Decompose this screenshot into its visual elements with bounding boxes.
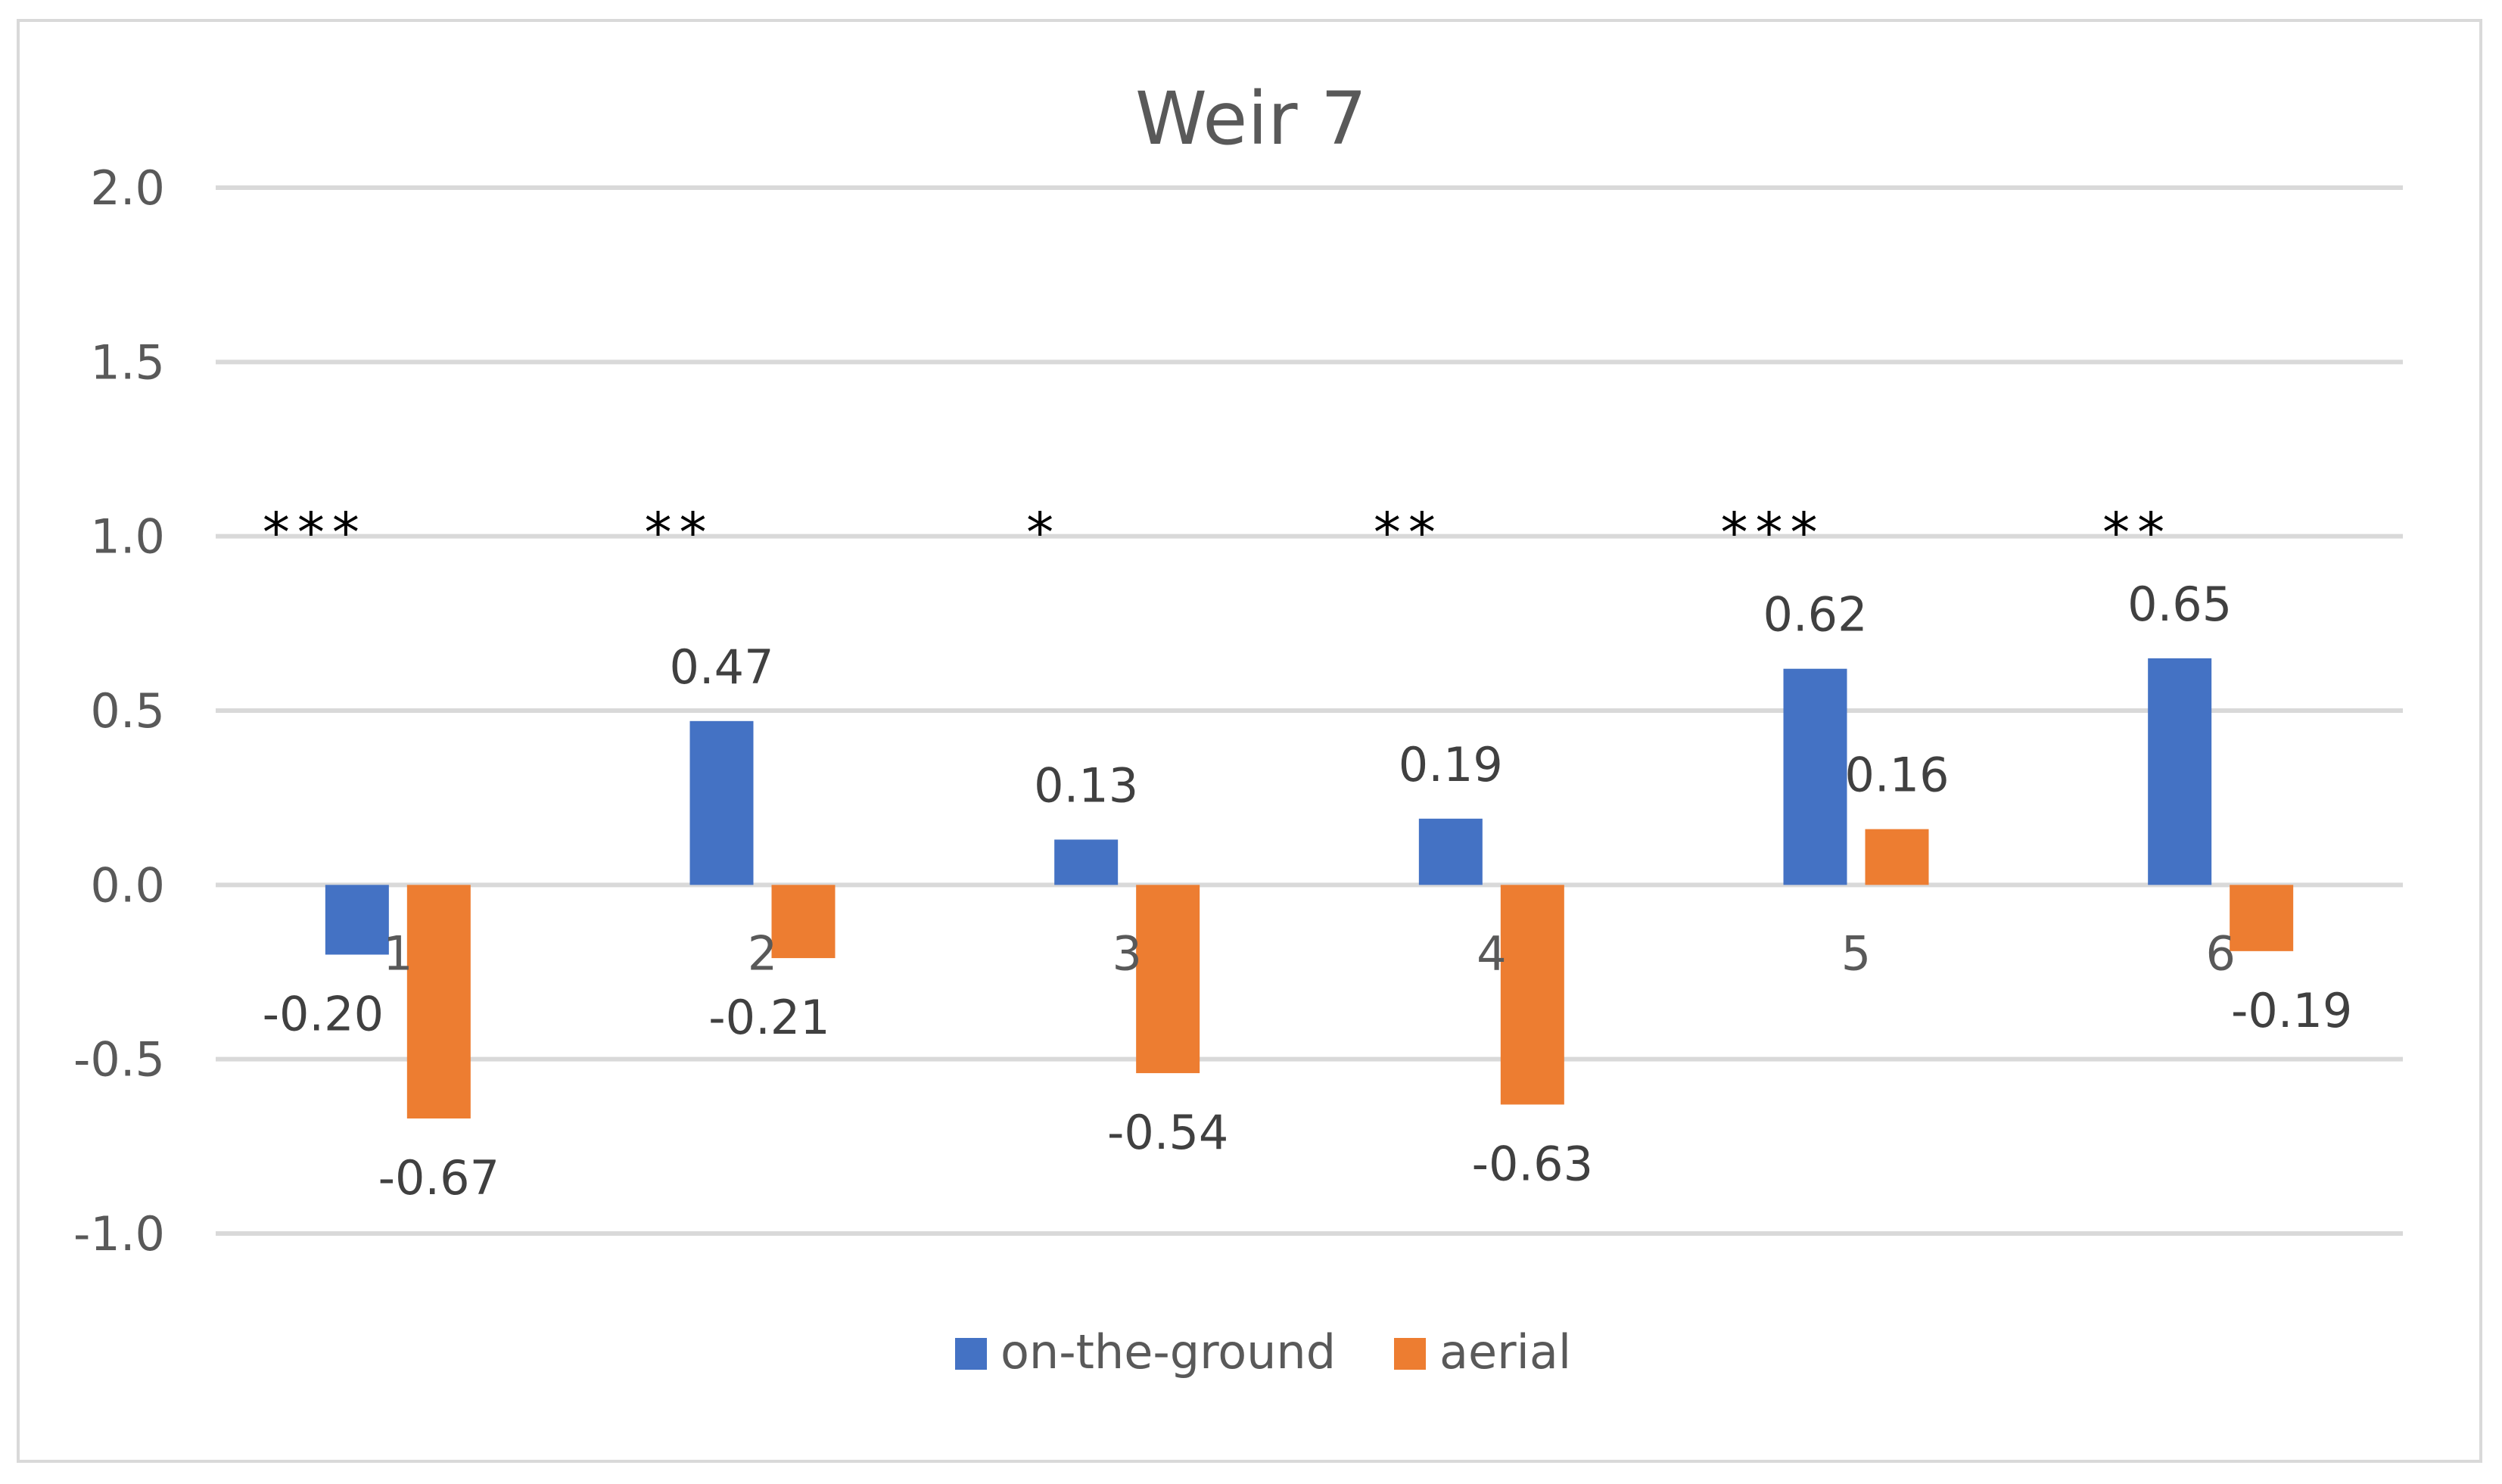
chart-frame bbox=[17, 19, 2482, 1463]
data-label: -0.20 bbox=[263, 986, 384, 1041]
data-label: 0.65 bbox=[2127, 577, 2232, 632]
data-label: -0.19 bbox=[2231, 983, 2352, 1038]
significance-marker: ** bbox=[1374, 501, 1443, 565]
y-tick-label: 0.0 bbox=[90, 857, 165, 913]
legend: on-the-ground aerial bbox=[955, 1324, 1571, 1380]
legend-swatch-on-the-ground bbox=[955, 1338, 987, 1370]
chart-title: Weir 7 bbox=[1135, 76, 1367, 161]
bars bbox=[325, 658, 2294, 1118]
data-label: 0.19 bbox=[1399, 737, 1503, 792]
category-label: 1 bbox=[383, 926, 412, 981]
category-labels: 1 2 3 4 5 6 bbox=[383, 926, 2236, 981]
bar-on-the-ground-3 bbox=[1054, 839, 1119, 885]
data-label: -0.21 bbox=[708, 990, 829, 1045]
y-tick-label: 0.5 bbox=[90, 683, 165, 739]
bar-on-the-ground-2 bbox=[689, 720, 754, 885]
category-label: 6 bbox=[2205, 926, 2235, 981]
data-label: 0.62 bbox=[1763, 587, 1867, 642]
y-tick-label: -1.0 bbox=[73, 1206, 165, 1262]
significance-marker: *** bbox=[263, 501, 367, 565]
bar-on-the-ground-1 bbox=[325, 885, 389, 955]
bar-on-the-ground-6 bbox=[2148, 658, 2212, 885]
y-tick-label: 1.5 bbox=[90, 334, 165, 390]
significance-marker: ** bbox=[2102, 501, 2172, 565]
category-label: 5 bbox=[1841, 926, 1871, 981]
significance-markers: *** ** * ** *** ** bbox=[263, 501, 2172, 565]
bar-aerial-6 bbox=[2230, 885, 2294, 951]
y-tick-label: 2.0 bbox=[90, 160, 165, 216]
legend-swatch-aerial bbox=[1394, 1338, 1426, 1370]
data-labels: -0.20 -0.67 0.47 -0.21 0.13 -0.54 0.19 -0.63 0.6… bbox=[263, 577, 2353, 1206]
data-label: 0.13 bbox=[1034, 758, 1138, 813]
bar-aerial-4 bbox=[1500, 885, 1564, 1105]
bar-on-the-ground-5 bbox=[1783, 668, 1847, 885]
significance-marker: ** bbox=[645, 501, 714, 565]
category-label: 4 bbox=[1477, 926, 1506, 981]
data-label: 0.47 bbox=[669, 639, 773, 695]
bar-aerial-5 bbox=[1865, 829, 1929, 885]
y-axis-ticks: -1.0 -0.5 0.0 0.5 1.0 1.5 2.0 bbox=[73, 160, 165, 1262]
bar-on-the-ground-4 bbox=[1418, 818, 1483, 885]
bar-aerial-3 bbox=[1136, 885, 1200, 1074]
y-tick-label: -0.5 bbox=[73, 1032, 165, 1087]
bar-aerial-2 bbox=[771, 885, 836, 959]
bar-aerial-1 bbox=[406, 885, 471, 1118]
significance-marker: *** bbox=[1721, 501, 1825, 565]
y-tick-label: 1.0 bbox=[90, 509, 165, 565]
data-label: -0.54 bbox=[1107, 1105, 1228, 1160]
legend-label: on-the-ground bbox=[1000, 1324, 1336, 1380]
significance-marker: * bbox=[1026, 501, 1061, 565]
data-label: 0.16 bbox=[1844, 748, 1949, 803]
legend-label: aerial bbox=[1439, 1324, 1571, 1380]
category-label: 2 bbox=[748, 926, 777, 981]
gridlines bbox=[216, 185, 2403, 1236]
data-label: -0.67 bbox=[378, 1150, 499, 1206]
data-label: -0.63 bbox=[1472, 1137, 1593, 1192]
category-label: 3 bbox=[1112, 926, 1141, 981]
